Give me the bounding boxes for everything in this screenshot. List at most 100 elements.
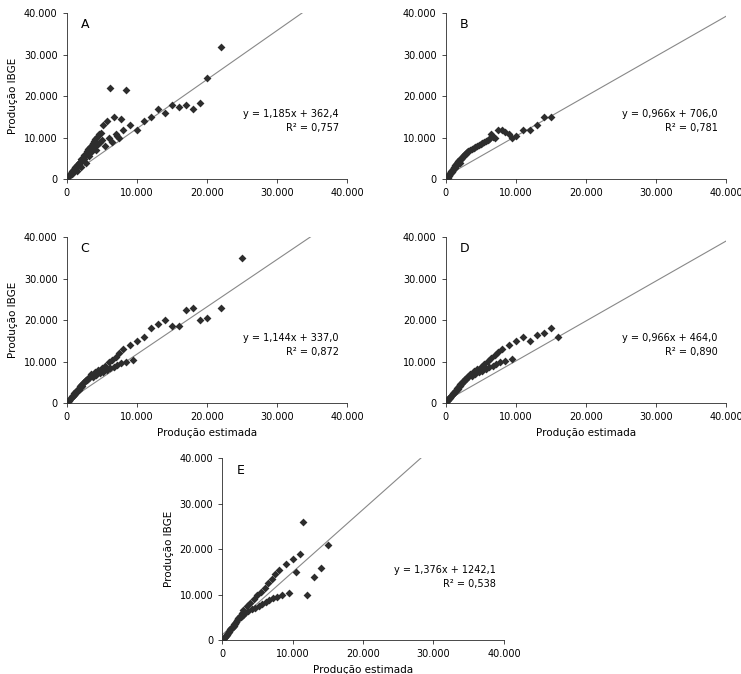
Point <box>66 392 78 402</box>
Point <box>445 392 456 402</box>
Point <box>452 383 464 394</box>
Point <box>103 132 115 143</box>
Point <box>255 586 267 597</box>
Point <box>222 627 234 638</box>
Point <box>95 127 107 138</box>
Point <box>166 99 178 110</box>
Point <box>473 140 485 151</box>
Point <box>138 116 150 127</box>
Y-axis label: Produção IBGE: Produção IBGE <box>8 58 19 135</box>
Point <box>475 139 487 150</box>
Point <box>76 380 88 391</box>
Point <box>440 173 452 184</box>
Text: y = 0,966x + 706,0
R² = 0,781: y = 0,966x + 706,0 R² = 0,781 <box>622 109 718 133</box>
Point <box>67 391 79 402</box>
Point <box>145 323 157 334</box>
X-axis label: Produção estimada: Produção estimada <box>536 427 636 437</box>
Y-axis label: Produção IBGE: Produção IBGE <box>8 282 19 359</box>
Point <box>93 368 106 379</box>
Point <box>459 149 471 160</box>
Point <box>479 135 491 146</box>
Point <box>64 394 76 404</box>
Point <box>110 352 122 363</box>
Point <box>245 597 256 608</box>
Point <box>120 85 132 96</box>
Point <box>459 374 471 385</box>
Point <box>246 604 258 615</box>
Point <box>67 166 79 177</box>
Point <box>74 156 86 167</box>
Point <box>79 150 90 160</box>
Point <box>441 172 453 183</box>
Point <box>180 99 192 110</box>
Point <box>97 366 109 377</box>
Point <box>88 135 100 146</box>
Point <box>290 567 302 578</box>
Point <box>248 594 260 605</box>
Point <box>448 161 460 172</box>
Point <box>492 347 504 358</box>
Point <box>76 155 88 166</box>
Point <box>90 133 102 144</box>
Point <box>444 168 456 179</box>
Point <box>454 154 466 164</box>
Point <box>222 629 233 640</box>
Point <box>107 112 119 123</box>
Point <box>506 132 518 143</box>
Point <box>237 605 249 615</box>
Point <box>110 128 122 139</box>
Point <box>67 164 79 175</box>
Point <box>220 630 232 641</box>
Point <box>225 622 237 633</box>
Point <box>217 634 229 645</box>
Point <box>67 390 79 400</box>
Text: B: B <box>459 18 468 32</box>
Point <box>524 336 536 346</box>
Point <box>496 344 508 355</box>
Point <box>489 350 501 361</box>
Point <box>452 155 464 166</box>
Point <box>104 83 116 94</box>
Point <box>489 132 501 143</box>
Point <box>62 396 73 407</box>
Point <box>68 388 80 398</box>
Point <box>496 124 508 135</box>
Point <box>297 516 309 527</box>
Point <box>447 389 459 400</box>
Point <box>468 143 479 154</box>
Point <box>445 166 457 177</box>
Point <box>127 355 139 365</box>
Point <box>159 108 171 119</box>
Point <box>465 370 477 381</box>
Point <box>89 141 101 152</box>
Point <box>225 624 236 635</box>
Point <box>230 616 242 627</box>
Point <box>443 171 455 181</box>
Point <box>451 382 463 393</box>
Point <box>227 620 239 631</box>
Point <box>490 359 502 369</box>
Point <box>76 154 87 164</box>
Point <box>293 549 305 559</box>
Point <box>276 589 288 600</box>
Point <box>194 315 206 326</box>
Point <box>224 624 236 635</box>
Point <box>487 361 499 371</box>
Point <box>77 377 89 388</box>
Point <box>235 611 247 622</box>
Point <box>87 371 99 382</box>
Point <box>449 162 461 173</box>
Point <box>483 362 495 373</box>
Point <box>227 621 239 632</box>
Point <box>516 124 528 135</box>
Point <box>451 157 462 168</box>
Point <box>499 126 511 137</box>
Point <box>81 157 93 168</box>
Point <box>215 303 227 313</box>
Point <box>219 632 231 642</box>
Point <box>81 375 93 386</box>
Point <box>63 395 75 406</box>
Point <box>131 124 143 135</box>
Point <box>79 377 90 388</box>
Point <box>70 166 82 177</box>
